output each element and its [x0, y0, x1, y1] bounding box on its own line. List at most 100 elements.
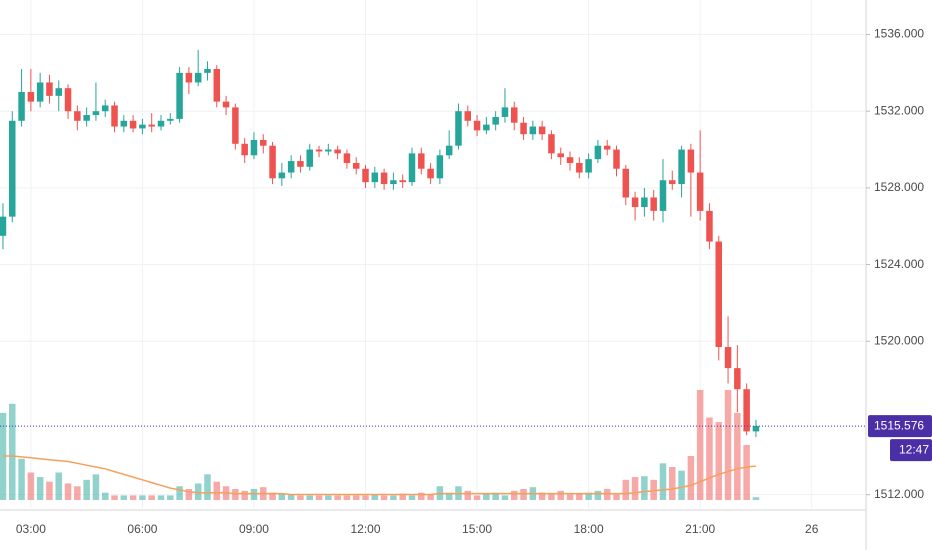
candle-body: [176, 72, 183, 119]
candle-body: [194, 72, 202, 83]
volume-bar: [325, 495, 332, 500]
volume-bar: [334, 495, 341, 500]
volume-bar: [594, 490, 602, 500]
volume-bar: [101, 492, 109, 500]
volume-bar: [669, 467, 676, 500]
candle-body: [101, 105, 109, 112]
candle-body: [269, 145, 276, 179]
volume-bar: [445, 492, 453, 500]
candle-body: [46, 82, 53, 96]
candle-body: [111, 105, 118, 127]
volume-bar: [204, 474, 211, 500]
volume-bar: [427, 494, 434, 500]
candle-body: [715, 241, 723, 348]
volume-bar: [297, 495, 304, 500]
candle-body: [603, 145, 611, 150]
countdown-label: 12:47: [899, 442, 929, 456]
volume-bar: [631, 477, 639, 500]
candle-body: [241, 143, 248, 156]
volume-bar: [622, 479, 630, 500]
candle-body: [613, 149, 620, 169]
candle-body: [9, 120, 16, 217]
volume-bar: [55, 472, 62, 500]
candle-body: [473, 120, 481, 131]
volume-bar: [752, 497, 760, 500]
volume-bar: [9, 403, 16, 500]
candle-body: [139, 124, 146, 129]
volume-bar: [46, 481, 53, 500]
candle-body: [418, 153, 425, 169]
volume-bar: [315, 495, 323, 500]
volume-bar: [650, 479, 657, 500]
candle-body: [64, 88, 72, 112]
candle-body: [566, 157, 574, 163]
volume-bar: [576, 493, 583, 500]
x-tick-label: 03:00: [16, 522, 46, 536]
volume-bar: [343, 495, 351, 500]
candle-body: [380, 172, 388, 185]
volume-bar: [362, 495, 369, 500]
volume-bar: [194, 483, 202, 500]
volume-bar: [390, 495, 397, 500]
candle-body: [157, 120, 165, 127]
candle-body: [706, 210, 713, 242]
volume-bar: [538, 492, 546, 500]
candle-body: [427, 168, 434, 179]
candle-body: [120, 120, 128, 127]
candle-body: [650, 197, 657, 211]
volume-bar: [603, 489, 611, 500]
volume-bar: [724, 390, 732, 500]
volume-bar: [185, 489, 193, 500]
candle-body: [548, 134, 555, 154]
candle-body: [18, 92, 25, 121]
volume-bar: [557, 490, 564, 500]
volume-bar: [306, 495, 313, 500]
x-tick-label: 26: [805, 522, 819, 536]
candle-body: [436, 155, 444, 179]
candle-body: [557, 153, 564, 158]
candle-body: [185, 72, 193, 83]
volume-bar: [483, 493, 490, 500]
candle-body: [74, 111, 81, 121]
volume-bar: [167, 495, 174, 500]
last-price-box: [868, 415, 932, 438]
candle-body: [204, 69, 211, 73]
candle-body: [129, 120, 137, 129]
candle-body: [362, 168, 369, 183]
volume-bar: [520, 489, 527, 500]
last-price-label: 1515.576: [874, 418, 924, 432]
volume-bar: [613, 494, 620, 500]
candle-body: [734, 368, 741, 390]
volume-bar: [492, 492, 499, 500]
candle-body: [148, 124, 155, 127]
volume-bar: [734, 412, 741, 500]
x-tick-label: 15:00: [462, 522, 492, 536]
candle-body: [315, 149, 323, 152]
candle-body: [390, 180, 397, 185]
x-tick-label: 21:00: [685, 522, 715, 536]
candle-body: [483, 124, 490, 131]
candle-body: [343, 153, 351, 163]
y-tick-label: 1532.000: [874, 103, 924, 117]
volume-bar: [464, 490, 472, 500]
volume-bar: [473, 495, 481, 500]
candle-body: [594, 145, 602, 160]
candle-body: [510, 107, 518, 123]
volume-bar: [678, 470, 685, 500]
volume-bar: [380, 495, 388, 500]
candle-body: [678, 149, 685, 185]
volume-bar: [715, 422, 723, 500]
volume-bar: [129, 495, 137, 500]
candle-body: [55, 88, 62, 96]
x-tick-label: 06:00: [127, 522, 157, 536]
volume-bar: [548, 493, 555, 500]
volume-bar: [232, 489, 239, 500]
volume-bar: [566, 494, 574, 500]
candle-body: [297, 161, 304, 167]
candle-body: [306, 149, 313, 167]
volume-bar: [585, 492, 592, 500]
candle-body: [399, 180, 406, 183]
candle-body: [0, 216, 7, 236]
candle-body: [501, 107, 509, 117]
